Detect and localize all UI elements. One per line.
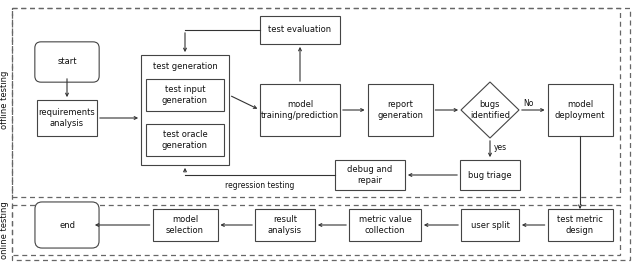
Bar (146, 124, 224, 156)
Text: bug triage: bug triage (468, 171, 512, 179)
Text: model
deployment: model deployment (555, 100, 605, 120)
Text: No: No (523, 100, 533, 108)
Bar (12, 205, 620, 255)
Text: report
generation: report generation (377, 100, 423, 120)
Text: test metric
design: test metric design (557, 215, 603, 235)
Bar (547, 84, 612, 136)
Text: end: end (59, 221, 75, 230)
Text: regression testing: regression testing (225, 181, 294, 190)
Bar (37, 100, 97, 136)
Bar (547, 209, 612, 241)
Bar (335, 160, 405, 190)
Bar (260, 84, 340, 136)
Text: bugs
identified: bugs identified (470, 100, 510, 120)
Bar (349, 209, 421, 241)
Bar (367, 84, 433, 136)
Bar (260, 16, 340, 44)
Text: test evaluation: test evaluation (268, 26, 332, 34)
Text: test input
generation: test input generation (162, 85, 208, 105)
Text: requirements
analysis: requirements analysis (38, 108, 95, 128)
Bar (255, 209, 315, 241)
Text: test oracle
generation: test oracle generation (162, 130, 208, 150)
FancyBboxPatch shape (35, 202, 99, 248)
FancyBboxPatch shape (35, 42, 99, 82)
Polygon shape (461, 82, 519, 138)
Text: model
selection: model selection (166, 215, 204, 235)
Text: offline testing: offline testing (1, 71, 10, 129)
Text: test generation: test generation (152, 62, 218, 71)
Bar (460, 160, 520, 190)
Text: yes: yes (494, 143, 507, 152)
Text: model
training/prediction: model training/prediction (261, 100, 339, 120)
Bar (141, 55, 229, 165)
Text: start: start (57, 57, 77, 66)
Text: debug and
repair: debug and repair (348, 165, 392, 185)
Bar (146, 79, 224, 111)
Text: result
analysis: result analysis (268, 215, 302, 235)
Text: user split: user split (470, 221, 509, 230)
Bar (461, 209, 519, 241)
Bar (12, 8, 620, 197)
Text: online testing: online testing (1, 201, 10, 259)
Text: metric value
collection: metric value collection (358, 215, 412, 235)
Bar (152, 209, 218, 241)
